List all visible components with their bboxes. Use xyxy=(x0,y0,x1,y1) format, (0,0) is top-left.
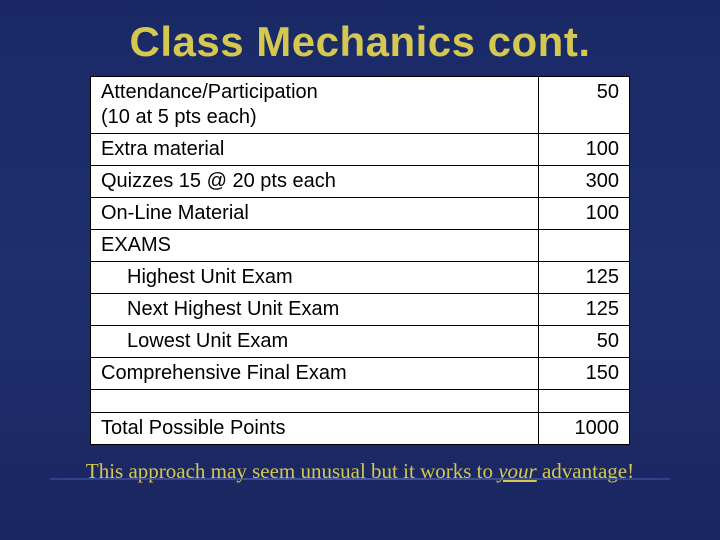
row-label xyxy=(91,390,539,412)
table-row: Highest Unit Exam125 xyxy=(91,262,629,294)
row-value: 300 xyxy=(539,166,629,197)
row-label: Highest Unit Exam xyxy=(91,262,539,293)
row-value: 100 xyxy=(539,134,629,165)
row-value: 50 xyxy=(539,326,629,357)
table-row: EXAMS xyxy=(91,230,629,262)
row-value: 150 xyxy=(539,358,629,389)
table-row: Attendance/Participation(10 at 5 pts eac… xyxy=(91,77,629,134)
row-label: On-Line Material xyxy=(91,198,539,229)
row-value: 125 xyxy=(539,294,629,325)
table-row: Quizzes 15 @ 20 pts each300 xyxy=(91,166,629,198)
row-label: Comprehensive Final Exam xyxy=(91,358,539,389)
table-spacer-row xyxy=(91,390,629,413)
row-label: Quizzes 15 @ 20 pts each xyxy=(91,166,539,197)
accent-rule xyxy=(50,478,670,480)
row-value: 100 xyxy=(539,198,629,229)
row-value: 1000 xyxy=(539,413,629,444)
table-row: On-Line Material100 xyxy=(91,198,629,230)
row-label: EXAMS xyxy=(91,230,539,261)
table-row: Comprehensive Final Exam150 xyxy=(91,358,629,390)
row-value xyxy=(539,390,629,412)
table-row: Next Highest Unit Exam125 xyxy=(91,294,629,326)
page-title: Class Mechanics cont. xyxy=(0,0,720,76)
row-value: 125 xyxy=(539,262,629,293)
points-table: Attendance/Participation(10 at 5 pts eac… xyxy=(90,76,630,445)
row-label: Next Highest Unit Exam xyxy=(91,294,539,325)
table-row: Extra material100 xyxy=(91,134,629,166)
row-value: 50 xyxy=(539,77,629,133)
table-row: Lowest Unit Exam50 xyxy=(91,326,629,358)
row-label: Extra material xyxy=(91,134,539,165)
table-row: Total Possible Points1000 xyxy=(91,413,629,444)
row-label: Attendance/Participation(10 at 5 pts eac… xyxy=(91,77,539,133)
row-value xyxy=(539,230,629,261)
row-label: Lowest Unit Exam xyxy=(91,326,539,357)
row-label: Total Possible Points xyxy=(91,413,539,444)
